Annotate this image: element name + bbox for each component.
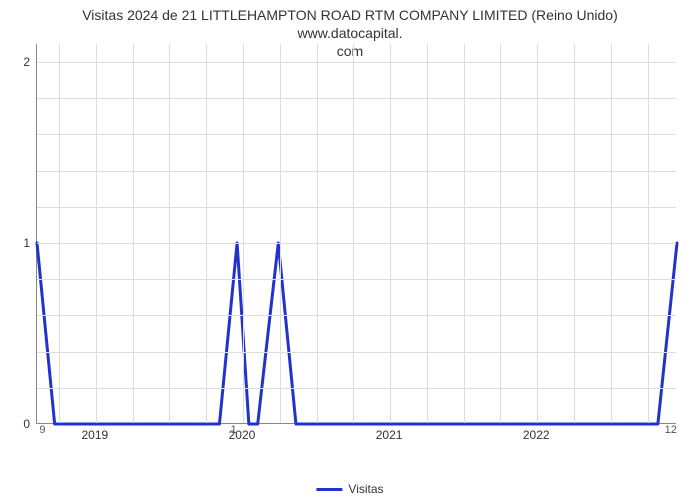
gridline-v xyxy=(280,44,281,423)
gridline-v xyxy=(243,44,244,423)
y-tick-label: 2 xyxy=(6,55,30,69)
plot-area xyxy=(36,44,676,424)
gridline-v xyxy=(464,44,465,423)
secondary-x-tick: 1 xyxy=(231,424,237,436)
gridline-v xyxy=(206,44,207,423)
secondary-x-tick: 12 xyxy=(665,424,677,436)
gridline-v xyxy=(611,44,612,423)
gridline-v xyxy=(537,44,538,423)
chart-container: 01220192020202120229112 xyxy=(36,44,676,442)
gridline-v xyxy=(169,44,170,423)
gridline-v xyxy=(648,44,649,423)
secondary-x-tick: 9 xyxy=(39,424,45,436)
gridline-v xyxy=(317,44,318,423)
legend-label: Visitas xyxy=(348,482,383,496)
x-tick-label: 2021 xyxy=(376,428,403,442)
gridline-v xyxy=(133,44,134,423)
gridline-v xyxy=(353,44,354,423)
y-tick-label: 1 xyxy=(6,236,30,250)
y-tick-label: 0 xyxy=(6,417,30,431)
legend-swatch xyxy=(316,488,342,491)
x-tick-label: 2022 xyxy=(523,428,550,442)
chart-title-line1: Visitas 2024 de 21 LITTLEHAMPTON ROAD RT… xyxy=(82,7,618,41)
x-tick-label: 2019 xyxy=(81,428,108,442)
gridline-v xyxy=(96,44,97,423)
gridline-v xyxy=(59,44,60,423)
gridline-v xyxy=(427,44,428,423)
gridline-v xyxy=(500,44,501,423)
legend: Visitas xyxy=(316,482,383,496)
gridline-v xyxy=(574,44,575,423)
gridline-v xyxy=(390,44,391,423)
